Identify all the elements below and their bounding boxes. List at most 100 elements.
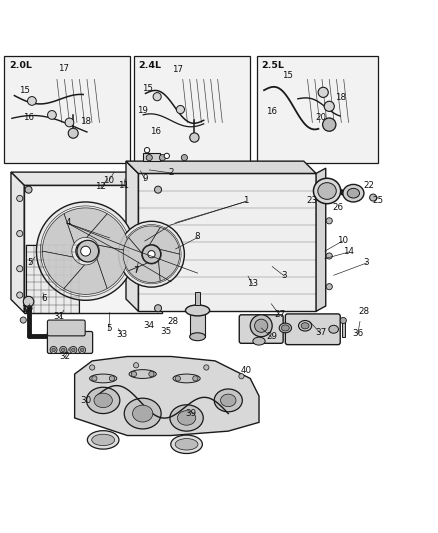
- Ellipse shape: [328, 325, 338, 333]
- Text: 26: 26: [332, 203, 343, 212]
- Polygon shape: [126, 161, 138, 311]
- Polygon shape: [11, 172, 162, 185]
- Circle shape: [80, 348, 84, 352]
- Ellipse shape: [175, 439, 198, 450]
- FancyBboxPatch shape: [239, 315, 283, 343]
- Polygon shape: [86, 214, 129, 251]
- Polygon shape: [126, 161, 315, 173]
- Circle shape: [23, 296, 34, 307]
- Text: 10: 10: [336, 236, 347, 245]
- Bar: [256, 56, 377, 163]
- Ellipse shape: [177, 411, 195, 425]
- Circle shape: [369, 194, 376, 201]
- Ellipse shape: [92, 434, 114, 446]
- Polygon shape: [64, 208, 107, 244]
- Polygon shape: [97, 245, 129, 288]
- Circle shape: [65, 118, 74, 127]
- Text: 16: 16: [150, 127, 161, 136]
- Circle shape: [131, 372, 136, 377]
- Polygon shape: [11, 172, 24, 312]
- Ellipse shape: [317, 183, 336, 199]
- Circle shape: [325, 284, 332, 290]
- Text: 7: 7: [133, 266, 138, 276]
- Circle shape: [61, 348, 65, 352]
- Text: 6: 6: [41, 294, 46, 303]
- Circle shape: [322, 118, 335, 131]
- Circle shape: [142, 245, 160, 263]
- Circle shape: [153, 93, 161, 101]
- Ellipse shape: [170, 435, 202, 454]
- Text: 9: 9: [142, 174, 147, 183]
- Text: 1: 1: [243, 196, 248, 205]
- Text: 17: 17: [58, 64, 69, 74]
- Bar: [26, 245, 79, 312]
- Text: 33: 33: [21, 305, 33, 314]
- Text: 10: 10: [103, 175, 114, 184]
- Text: 30: 30: [80, 396, 91, 405]
- Polygon shape: [128, 226, 160, 253]
- Text: 4: 4: [65, 218, 71, 227]
- Ellipse shape: [346, 188, 359, 198]
- Text: 3: 3: [281, 271, 286, 280]
- Circle shape: [189, 133, 198, 142]
- Circle shape: [118, 221, 184, 287]
- Circle shape: [323, 101, 334, 111]
- Bar: [4, 56, 129, 163]
- Circle shape: [36, 202, 134, 300]
- Text: 15: 15: [141, 84, 152, 93]
- Text: 29: 29: [266, 332, 277, 341]
- Text: 23: 23: [305, 196, 317, 205]
- Circle shape: [325, 218, 332, 224]
- Text: 27: 27: [274, 310, 285, 319]
- Text: 3: 3: [363, 257, 368, 266]
- Ellipse shape: [94, 393, 112, 408]
- Circle shape: [25, 186, 32, 193]
- Circle shape: [154, 305, 161, 312]
- Ellipse shape: [86, 387, 120, 414]
- Circle shape: [77, 240, 99, 262]
- Polygon shape: [128, 261, 160, 282]
- Circle shape: [254, 319, 267, 333]
- Circle shape: [71, 348, 75, 352]
- Ellipse shape: [252, 337, 265, 345]
- Circle shape: [181, 155, 187, 161]
- Circle shape: [144, 148, 149, 153]
- Bar: [195, 293, 199, 305]
- Circle shape: [148, 251, 155, 258]
- Text: 19: 19: [137, 106, 148, 115]
- Text: 28: 28: [358, 307, 369, 316]
- Ellipse shape: [129, 370, 156, 378]
- Circle shape: [154, 186, 161, 193]
- Circle shape: [76, 241, 95, 261]
- Ellipse shape: [170, 405, 203, 431]
- Text: 28: 28: [167, 317, 179, 326]
- Circle shape: [47, 110, 56, 119]
- Bar: [189, 308, 205, 337]
- Text: 2.0L: 2.0L: [9, 61, 32, 70]
- Bar: [142, 154, 160, 161]
- Text: 36: 36: [351, 329, 363, 338]
- Text: 39: 39: [185, 409, 196, 418]
- Text: 15: 15: [281, 71, 293, 80]
- FancyBboxPatch shape: [47, 320, 85, 336]
- Ellipse shape: [89, 374, 117, 383]
- Polygon shape: [138, 173, 315, 311]
- Circle shape: [144, 247, 159, 262]
- Text: 2.5L: 2.5L: [261, 61, 283, 70]
- Circle shape: [92, 376, 97, 381]
- Circle shape: [318, 87, 328, 98]
- Circle shape: [17, 230, 23, 237]
- Circle shape: [203, 365, 208, 370]
- Circle shape: [148, 372, 154, 377]
- Text: 8: 8: [194, 232, 200, 241]
- Circle shape: [50, 346, 57, 353]
- Ellipse shape: [214, 389, 242, 412]
- Ellipse shape: [185, 305, 209, 316]
- Ellipse shape: [313, 178, 340, 204]
- Bar: [134, 56, 250, 163]
- Text: 34: 34: [143, 321, 155, 330]
- Text: 14: 14: [343, 247, 354, 256]
- Ellipse shape: [132, 405, 152, 422]
- Text: 16: 16: [265, 108, 276, 117]
- Ellipse shape: [300, 322, 308, 329]
